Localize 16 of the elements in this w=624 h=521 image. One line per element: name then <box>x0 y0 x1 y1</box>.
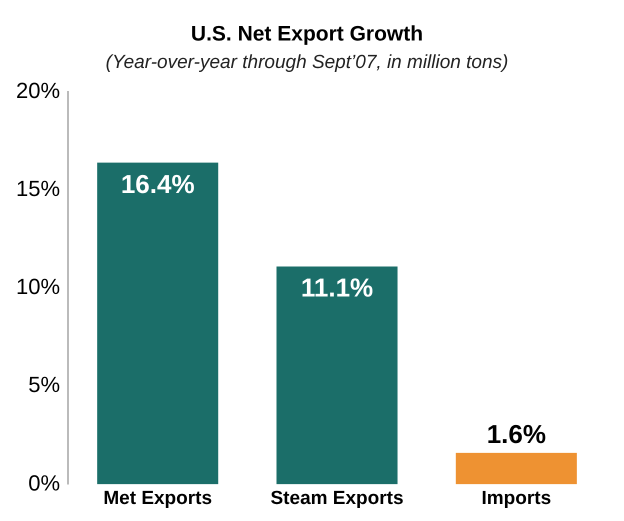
y-tick-label: 5% <box>28 372 60 398</box>
bar <box>276 266 398 484</box>
data-label: 16.4% <box>120 168 195 199</box>
bar <box>97 162 218 484</box>
y-tick-label: 15% <box>16 176 60 202</box>
y-tick-label: 10% <box>16 274 60 300</box>
y-tick-label: 0% <box>28 470 60 496</box>
x-tick-label: Steam Exports <box>270 488 404 509</box>
x-tick-label: Imports <box>481 488 552 509</box>
data-label: 1.6% <box>486 418 546 449</box>
data-label: 11.1% <box>300 272 374 303</box>
y-tick-label: 20% <box>16 78 60 104</box>
x-tick-label: Met Exports <box>103 488 212 509</box>
chart-subtitle: (Year-over-year through Sept’07, in million tons) <box>106 52 508 73</box>
chart-title: U.S. Net Export Growth <box>190 22 424 46</box>
bar <box>456 452 577 484</box>
